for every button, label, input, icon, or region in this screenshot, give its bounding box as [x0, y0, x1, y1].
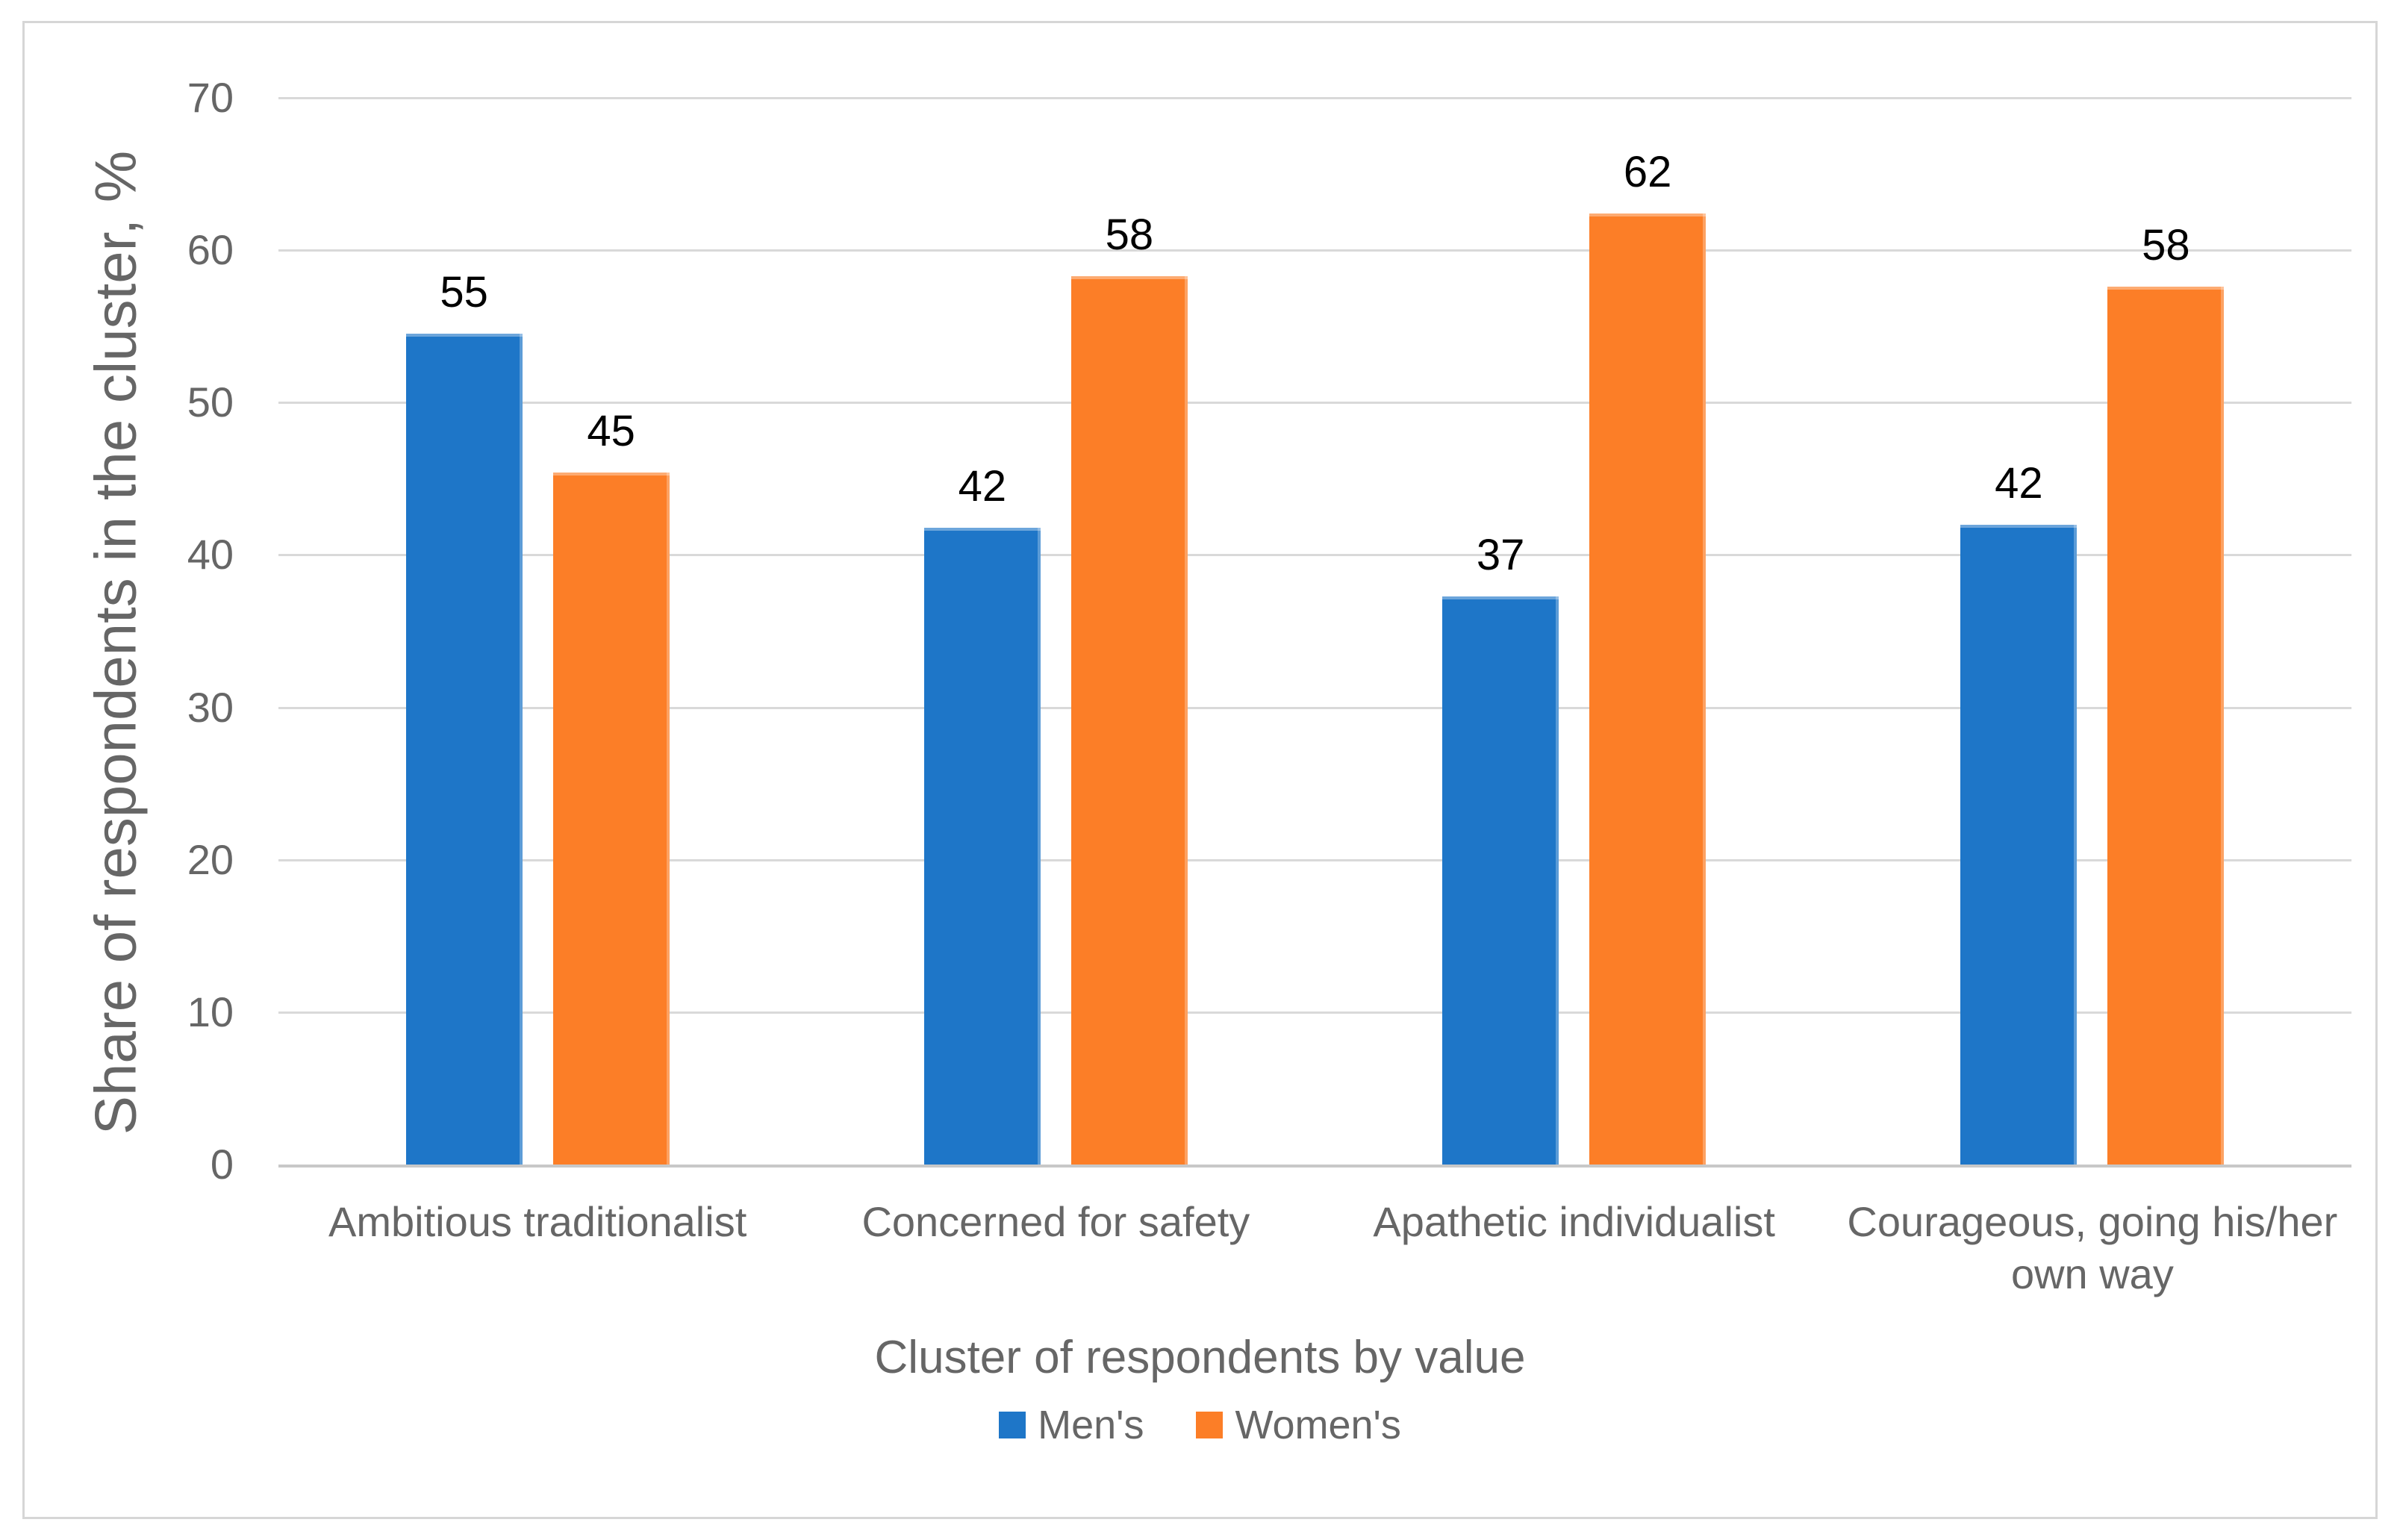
bar-value-label: 42 [1995, 458, 2043, 508]
bar-mens-1: 42 [923, 462, 1041, 1165]
y-tick-label-30: 30 [187, 683, 234, 731]
bar-womens-1: 58 [1070, 211, 1188, 1165]
gridline-60 [278, 249, 2351, 252]
bar-value-label: 58 [1105, 210, 1154, 259]
bar-value-label: 62 [1623, 148, 1672, 197]
bar-fill [1070, 275, 1188, 1165]
y-tick-label-50: 50 [187, 378, 234, 426]
bar-fill [552, 473, 670, 1165]
bar-fill [1589, 213, 1707, 1165]
bar-womens-2: 62 [1589, 148, 1707, 1165]
bar-value-label: 58 [2142, 221, 2190, 270]
gridline-20 [278, 858, 2351, 861]
bar-mens-3: 42 [1960, 459, 2078, 1165]
legend-label: Women's [1235, 1403, 1401, 1447]
y-axis-title: Share of respondents in the cluster, % [82, 150, 149, 1135]
y-tick-label-10: 10 [187, 988, 234, 1035]
bar-value-label: 55 [440, 268, 488, 317]
gridline-10 [278, 1011, 2351, 1014]
bar-womens-0: 45 [552, 407, 670, 1165]
y-tick-label-40: 40 [187, 531, 234, 579]
category-label-0: Ambitious traditionalist [328, 1198, 747, 1245]
category-label-3: Courageous, going his/her own way [1847, 1198, 2338, 1297]
category-label-2: Apathetic individualist [1373, 1198, 1775, 1245]
plot-area: 55 45 42 58 37 62 42 58 [278, 97, 2351, 1168]
legend-entry-womens: Women's [1196, 1403, 1401, 1447]
bar-mens-2: 37 [1442, 531, 1559, 1165]
bar-value-label: 42 [958, 461, 1007, 511]
x-axis-title: Cluster of respondents by value [874, 1332, 1526, 1383]
bar-fill [1960, 524, 2078, 1165]
y-tick-label-60: 60 [187, 226, 234, 274]
gridline-40 [278, 554, 2351, 557]
legend: Men's Women's [0, 1405, 2400, 1445]
bar-value-label: 37 [1476, 530, 1525, 579]
bar-fill [405, 334, 523, 1165]
bar-fill [923, 527, 1041, 1165]
y-tick-label-70: 70 [187, 74, 234, 121]
y-tick-label-0: 0 [210, 1141, 234, 1188]
legend-label: Men's [1038, 1403, 1144, 1447]
legend-swatch-womens [1196, 1412, 1224, 1438]
y-tick-label-20: 20 [187, 835, 234, 883]
bar-value-label: 45 [587, 407, 635, 456]
bar-fill [1442, 596, 1559, 1165]
gridline-30 [278, 706, 2351, 709]
bar-fill [2107, 287, 2225, 1165]
gridline-50 [278, 402, 2351, 405]
legend-entry-mens: Men's [999, 1405, 1144, 1445]
bar-womens-3: 58 [2107, 221, 2225, 1165]
legend-swatch-mens [999, 1412, 1026, 1438]
bar-mens-0: 55 [405, 268, 523, 1165]
category-label-1: Concerned for safety [861, 1198, 1250, 1245]
gridline-70 [278, 97, 2351, 99]
